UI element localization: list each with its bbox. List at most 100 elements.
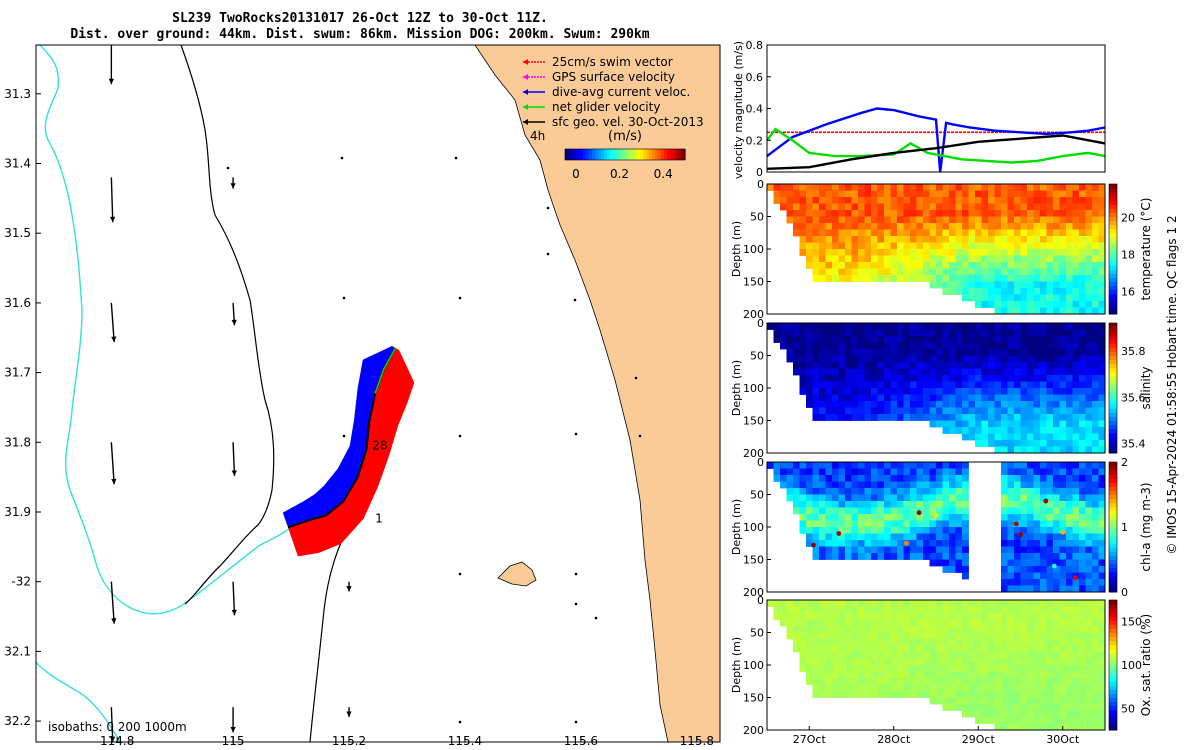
cell [1040, 613, 1047, 620]
cell [1046, 507, 1054, 515]
cell [877, 678, 885, 685]
cell [877, 613, 885, 620]
cell [1066, 710, 1073, 718]
cell [955, 329, 963, 337]
cell [1020, 368, 1028, 376]
cell [799, 632, 807, 640]
cell [812, 401, 820, 408]
cell [962, 420, 969, 428]
cell [877, 236, 885, 243]
cell [1014, 632, 1021, 640]
cell [910, 684, 917, 692]
cell [884, 691, 891, 698]
cell [910, 249, 917, 256]
cell [1040, 294, 1047, 302]
cell [1020, 301, 1028, 308]
cell [981, 710, 989, 718]
section-cbar-cell-3-10 [1109, 685, 1117, 690]
section-cbar-cell-1-11 [1109, 404, 1117, 409]
cell [838, 494, 846, 502]
cell [981, 401, 989, 408]
cell [884, 190, 891, 198]
cell [851, 684, 859, 692]
cell [1007, 481, 1015, 489]
cell [988, 223, 995, 230]
cell [910, 501, 917, 508]
cell [1092, 336, 1099, 343]
cell [806, 242, 813, 250]
cell [942, 288, 950, 295]
cell [1040, 216, 1047, 224]
cell [1092, 255, 1099, 263]
cell [897, 652, 904, 659]
colorbar-tick-0: 0 [572, 167, 580, 181]
cell [1040, 540, 1047, 547]
cell [851, 255, 859, 263]
cell [1040, 658, 1047, 666]
cell [949, 520, 956, 528]
cell [975, 336, 982, 343]
cell [1098, 420, 1106, 428]
cell [799, 249, 807, 256]
cell [1046, 427, 1054, 434]
cell [962, 401, 969, 408]
cell [1040, 275, 1047, 282]
cell [1033, 704, 1041, 711]
cell [929, 362, 937, 369]
track-label-1: 1 [375, 511, 383, 525]
cell [871, 229, 878, 237]
cell [1079, 684, 1086, 692]
cell [884, 481, 891, 489]
geo-vector-head-3 [111, 478, 117, 485]
map-xtick-label-3: 115.4 [448, 734, 482, 748]
section-cbar-cell-3-5 [1109, 705, 1117, 711]
cell [1007, 255, 1015, 263]
cell [1072, 301, 1080, 308]
legend-head-2 [523, 89, 528, 95]
cell [1027, 349, 1034, 356]
cell [949, 527, 956, 534]
cell [1085, 585, 1093, 593]
cell [1014, 704, 1021, 711]
cell [1053, 288, 1060, 295]
cell [1014, 514, 1021, 521]
cell [871, 553, 878, 560]
cell [1053, 697, 1060, 705]
cell [858, 645, 865, 653]
cell [1053, 559, 1060, 567]
cell [1046, 632, 1054, 640]
cell [962, 262, 969, 269]
cell [1072, 362, 1080, 369]
cell [981, 236, 989, 243]
section-cbar-cell-3-21 [1109, 640, 1117, 646]
cell [890, 507, 898, 515]
cell [799, 501, 807, 508]
cell [1020, 294, 1028, 302]
cell [981, 619, 989, 627]
cell [1079, 294, 1086, 302]
cell [1059, 433, 1067, 441]
cell [786, 342, 794, 350]
cell [1020, 229, 1028, 237]
cell [1098, 288, 1106, 295]
cell [871, 665, 878, 672]
cell [1046, 216, 1054, 224]
cell [884, 262, 891, 269]
cell [845, 645, 852, 653]
cell [1046, 546, 1054, 554]
cell [806, 462, 813, 469]
cell [838, 639, 846, 646]
cell [942, 632, 950, 640]
cell [1098, 275, 1106, 282]
cell [773, 336, 781, 343]
cell [890, 255, 898, 263]
cell [1001, 294, 1008, 302]
cell [858, 275, 865, 282]
cell [799, 381, 807, 389]
cell [858, 197, 865, 204]
cell [858, 462, 865, 469]
cell [812, 336, 820, 343]
section-ytick-label-3-2: 100 [743, 659, 764, 672]
map-ytick-label-3: 31.6 [4, 296, 31, 310]
cell [825, 401, 833, 408]
